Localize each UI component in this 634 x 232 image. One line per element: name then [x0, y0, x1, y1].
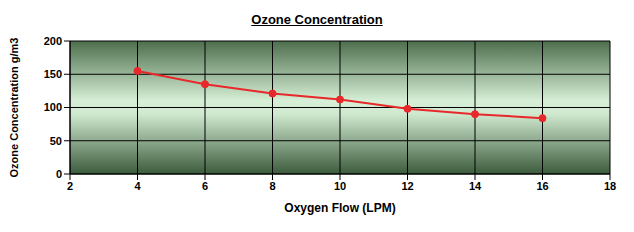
svg-text:8: 8	[269, 180, 275, 192]
svg-text:200: 200	[44, 35, 62, 47]
html-text:Ozone Concentration: Ozone Concentration	[251, 12, 383, 27]
svg-text:150: 150	[44, 68, 62, 80]
svg-text:50: 50	[50, 135, 62, 147]
svg-text:12: 12	[401, 180, 413, 192]
svg-text:Oxygen Flow (LPM): Oxygen Flow (LPM)	[284, 201, 395, 215]
svg-text:100: 100	[44, 101, 62, 113]
svg-text:Ozone Concentration g/m3: Ozone Concentration g/m3	[8, 38, 20, 178]
svg-text:10: 10	[334, 180, 346, 192]
svg-text:4: 4	[134, 180, 141, 192]
svg-text:16: 16	[536, 180, 548, 192]
svg-text:0: 0	[56, 168, 62, 180]
svg-text:2: 2	[67, 180, 73, 192]
svg-text:6: 6	[202, 180, 208, 192]
svg-text:14: 14	[469, 180, 482, 192]
svg-text:18: 18	[604, 180, 616, 192]
